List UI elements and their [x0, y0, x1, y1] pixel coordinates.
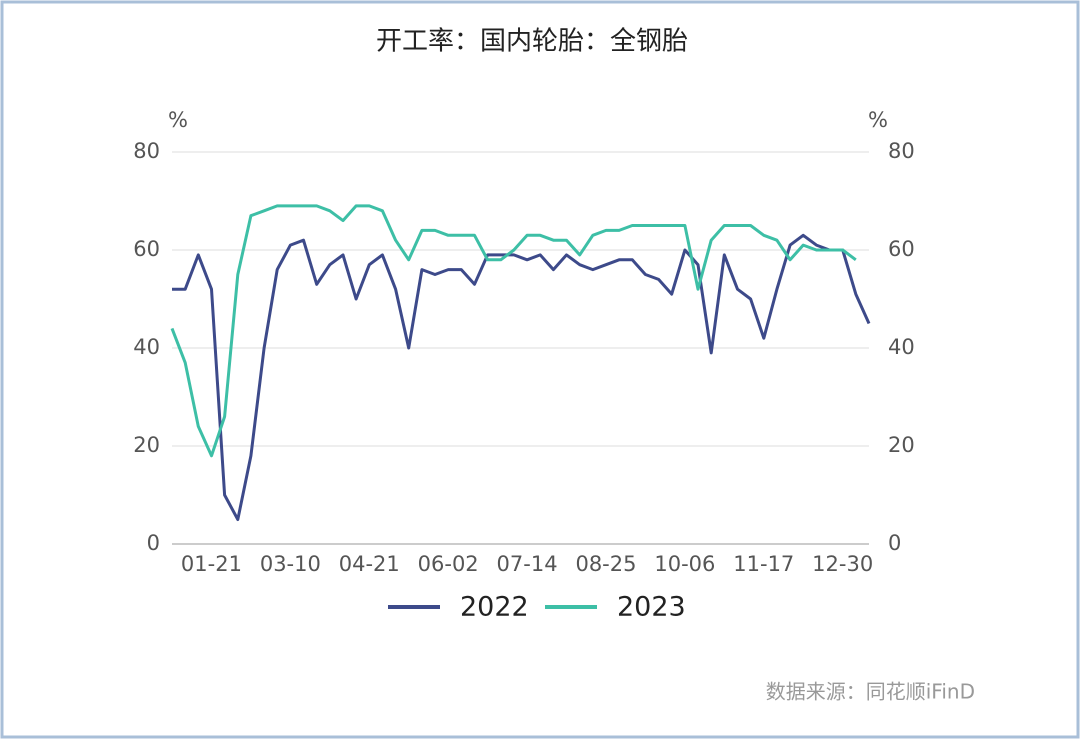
x-tick-label: 01-21	[181, 552, 242, 576]
y2-unit: %	[868, 108, 888, 132]
x-tick-label: 12-30	[812, 552, 873, 576]
y-unit: %	[168, 108, 188, 132]
y2-tick-label: 0	[888, 531, 901, 555]
y-tick-label: 20	[133, 433, 160, 457]
y-tick-label: 80	[133, 139, 160, 163]
source: 数据来源：同花顺iFinD	[766, 680, 975, 704]
y-tick-label: 40	[133, 335, 160, 359]
legend-label: 2022	[460, 592, 529, 623]
x-tick-label: 11-17	[733, 552, 794, 576]
y2-tick-label: 60	[888, 237, 915, 261]
series-line	[172, 233, 871, 521]
y-tick-label: 0	[147, 531, 160, 555]
y2-tick-label: 80	[888, 139, 915, 163]
chart-title: 开工率：国内轮胎：全钢胎	[376, 27, 688, 57]
legend-label: 2023	[617, 592, 686, 623]
x-tick-label: 07-14	[497, 552, 558, 576]
y-tick-label: 60	[133, 237, 160, 261]
y2-tick-label: 40	[888, 335, 915, 359]
y2-tick-label: 20	[888, 433, 915, 457]
x-tick-label: 08-25	[575, 552, 636, 576]
series-line	[170, 204, 857, 458]
x-tick-label: 03-10	[260, 552, 321, 576]
x-tick-label: 06-02	[418, 552, 479, 576]
x-tick-label: 10-06	[654, 552, 715, 576]
x-tick-label: 04-21	[339, 552, 400, 576]
